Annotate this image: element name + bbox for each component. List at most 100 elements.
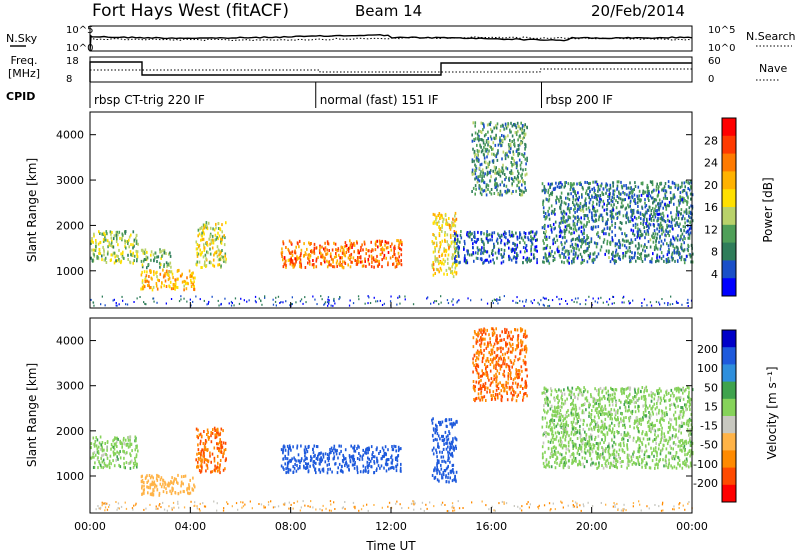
echo-cell — [637, 252, 639, 255]
echo-cell — [518, 376, 520, 379]
echo-cell — [332, 261, 334, 264]
echo-cell — [677, 405, 679, 408]
echo-cell — [197, 261, 199, 264]
echo-cell — [509, 151, 511, 154]
echo-cell — [500, 144, 502, 147]
echo-cell — [504, 357, 506, 360]
echo-cell — [673, 245, 675, 248]
echo-cell — [393, 445, 395, 448]
echo-cell — [161, 485, 163, 488]
echo-cell — [478, 392, 480, 395]
echo-cell — [684, 199, 686, 202]
speckle-cell — [382, 304, 383, 306]
echo-cell — [617, 254, 619, 257]
echo-cell — [581, 242, 583, 245]
speckle-cell — [116, 302, 117, 304]
echo-cell — [345, 244, 347, 247]
echo-cell — [481, 131, 483, 134]
echo-cell — [144, 270, 146, 273]
echo-cell — [501, 364, 503, 367]
echo-cell — [197, 466, 199, 469]
speckle-cell — [540, 299, 541, 301]
echo-cell — [588, 193, 590, 196]
echo-cell — [503, 252, 505, 255]
echo-cell — [542, 226, 544, 229]
echo-cell — [516, 161, 518, 164]
echo-cell — [475, 169, 477, 172]
echo-cell — [367, 461, 369, 464]
echo-cell — [107, 440, 109, 443]
echo-cell — [568, 262, 570, 265]
echo-cell — [512, 248, 514, 251]
echo-cell — [624, 232, 626, 235]
echo-cell — [306, 248, 308, 251]
nsearch-label: N.Search — [746, 30, 796, 43]
echo-cell — [513, 255, 515, 258]
echo-cell — [609, 197, 611, 200]
echo-cell — [681, 243, 683, 246]
speckle-cell — [113, 300, 114, 302]
echo-cell — [441, 224, 443, 227]
speckle-cell — [614, 302, 615, 304]
echo-cell — [161, 285, 163, 288]
speckle-cell — [451, 300, 452, 302]
speckle-cell — [561, 298, 562, 300]
speckle-cell — [574, 301, 575, 303]
echo-cell — [173, 287, 175, 290]
echo-cell — [674, 260, 676, 263]
echo-cell — [122, 251, 124, 254]
echo-cell — [333, 242, 335, 245]
echo-cell — [395, 445, 397, 448]
echo-cell — [300, 254, 302, 257]
echo-cell — [624, 244, 626, 247]
speckle-cell — [390, 300, 391, 302]
echo-cell — [297, 467, 299, 470]
echo-cell — [519, 352, 521, 355]
echo-cell — [479, 144, 481, 147]
echo-cell — [105, 257, 107, 260]
echo-cell — [212, 227, 214, 230]
echo-cell — [94, 461, 96, 464]
echo-cell — [681, 208, 683, 211]
echo-cell — [611, 204, 613, 207]
echo-cell — [510, 392, 512, 395]
echo-cell — [106, 232, 108, 235]
echo-cell — [674, 182, 676, 185]
speckle-cell — [334, 303, 335, 305]
echo-cell — [498, 249, 500, 252]
echo-cell — [564, 181, 566, 184]
echo-cell — [587, 187, 589, 190]
echo-cell — [515, 382, 517, 385]
echo-cell — [348, 250, 350, 253]
echo-cell — [526, 157, 528, 160]
echo-cell — [193, 484, 195, 487]
echo-cell — [501, 330, 503, 333]
echo-cell — [167, 273, 169, 276]
echo-cell — [485, 133, 487, 136]
echo-cell — [443, 471, 445, 474]
echo-cell — [481, 328, 483, 331]
echo-cell — [505, 384, 507, 387]
echo-cell — [572, 238, 574, 241]
echo-cell — [325, 246, 327, 249]
echo-cell — [454, 245, 456, 248]
echo-cell — [513, 234, 515, 237]
speckle-cell — [327, 301, 328, 303]
echo-cell — [679, 202, 681, 205]
echo-cell — [221, 451, 223, 454]
echo-cell — [545, 217, 547, 220]
echo-cell — [516, 399, 518, 402]
echo-cell — [617, 212, 619, 215]
echo-cell — [633, 256, 635, 259]
echo-cell — [481, 188, 483, 191]
echo-cell — [520, 164, 522, 167]
echo-cell — [611, 224, 613, 227]
echo-cell — [495, 144, 497, 147]
echo-cell — [213, 259, 215, 262]
echo-cell — [508, 247, 510, 250]
echo-cell — [604, 238, 606, 241]
echo-cell — [622, 244, 624, 247]
speckle-cell — [231, 301, 232, 303]
echo-cell — [637, 227, 639, 230]
echo-cell — [473, 121, 475, 124]
